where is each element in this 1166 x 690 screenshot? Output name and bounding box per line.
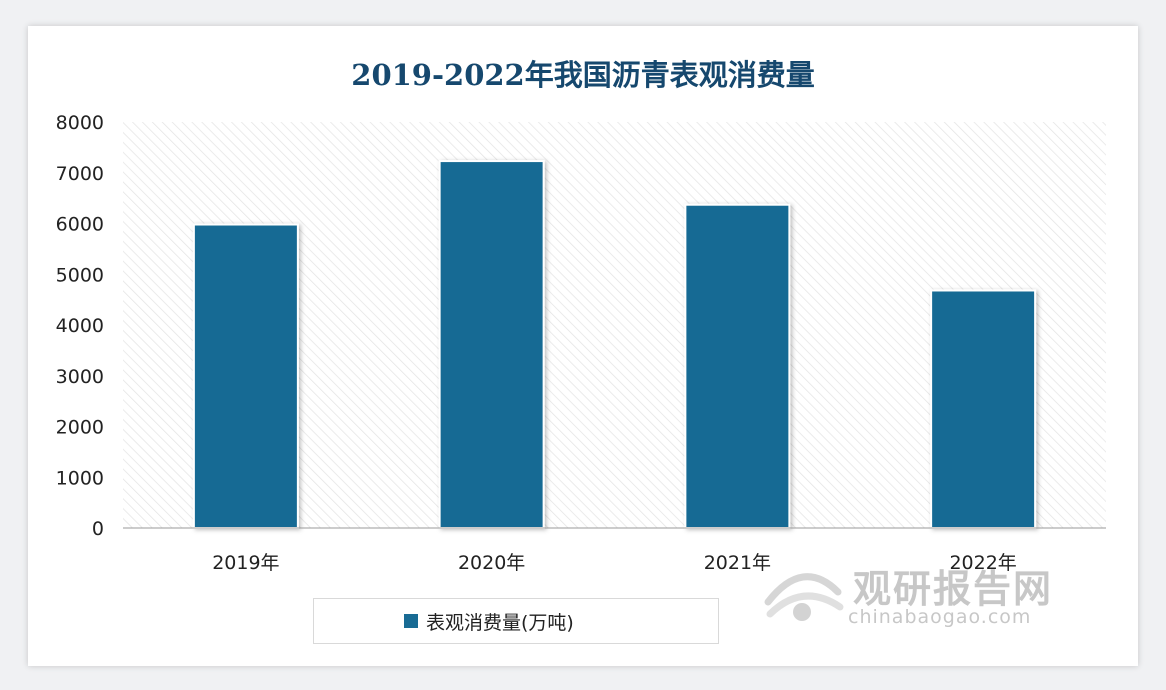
- chart-title: 2019-2022年我国沥青表观消费量: [351, 58, 815, 92]
- watermark-logo-icon: [764, 573, 844, 621]
- watermark-cn: 观研报告网: [853, 567, 1054, 611]
- legend: 表观消费量(万吨): [313, 598, 719, 644]
- watermark-en: chinabaogao.com: [848, 606, 1032, 628]
- y-tick-label: 2000: [56, 417, 104, 439]
- watermark: 观研报告网 chinabaogao.com: [758, 558, 1088, 638]
- x-tick-label: 2021年: [704, 552, 771, 574]
- y-tick-label: 3000: [56, 366, 104, 388]
- legend-label: 表观消费量(万吨): [426, 612, 574, 634]
- x-tick-label: 2020年: [458, 552, 525, 574]
- y-tick-label: 4000: [56, 315, 104, 337]
- y-tick-label: 5000: [56, 264, 104, 286]
- bar: [930, 289, 1037, 529]
- bar: [192, 223, 299, 529]
- y-tick-label: 6000: [56, 214, 104, 236]
- x-tick-label: 2022年: [949, 552, 1016, 574]
- bar: [684, 203, 791, 529]
- y-tick-label: 7000: [56, 163, 104, 185]
- legend-swatch: [404, 614, 418, 628]
- y-tick-label: 8000: [56, 112, 104, 134]
- bar: [438, 160, 545, 529]
- y-tick-label: 0: [92, 518, 104, 540]
- x-tick-label: 2019年: [212, 552, 279, 574]
- y-tick-label: 1000: [56, 467, 104, 489]
